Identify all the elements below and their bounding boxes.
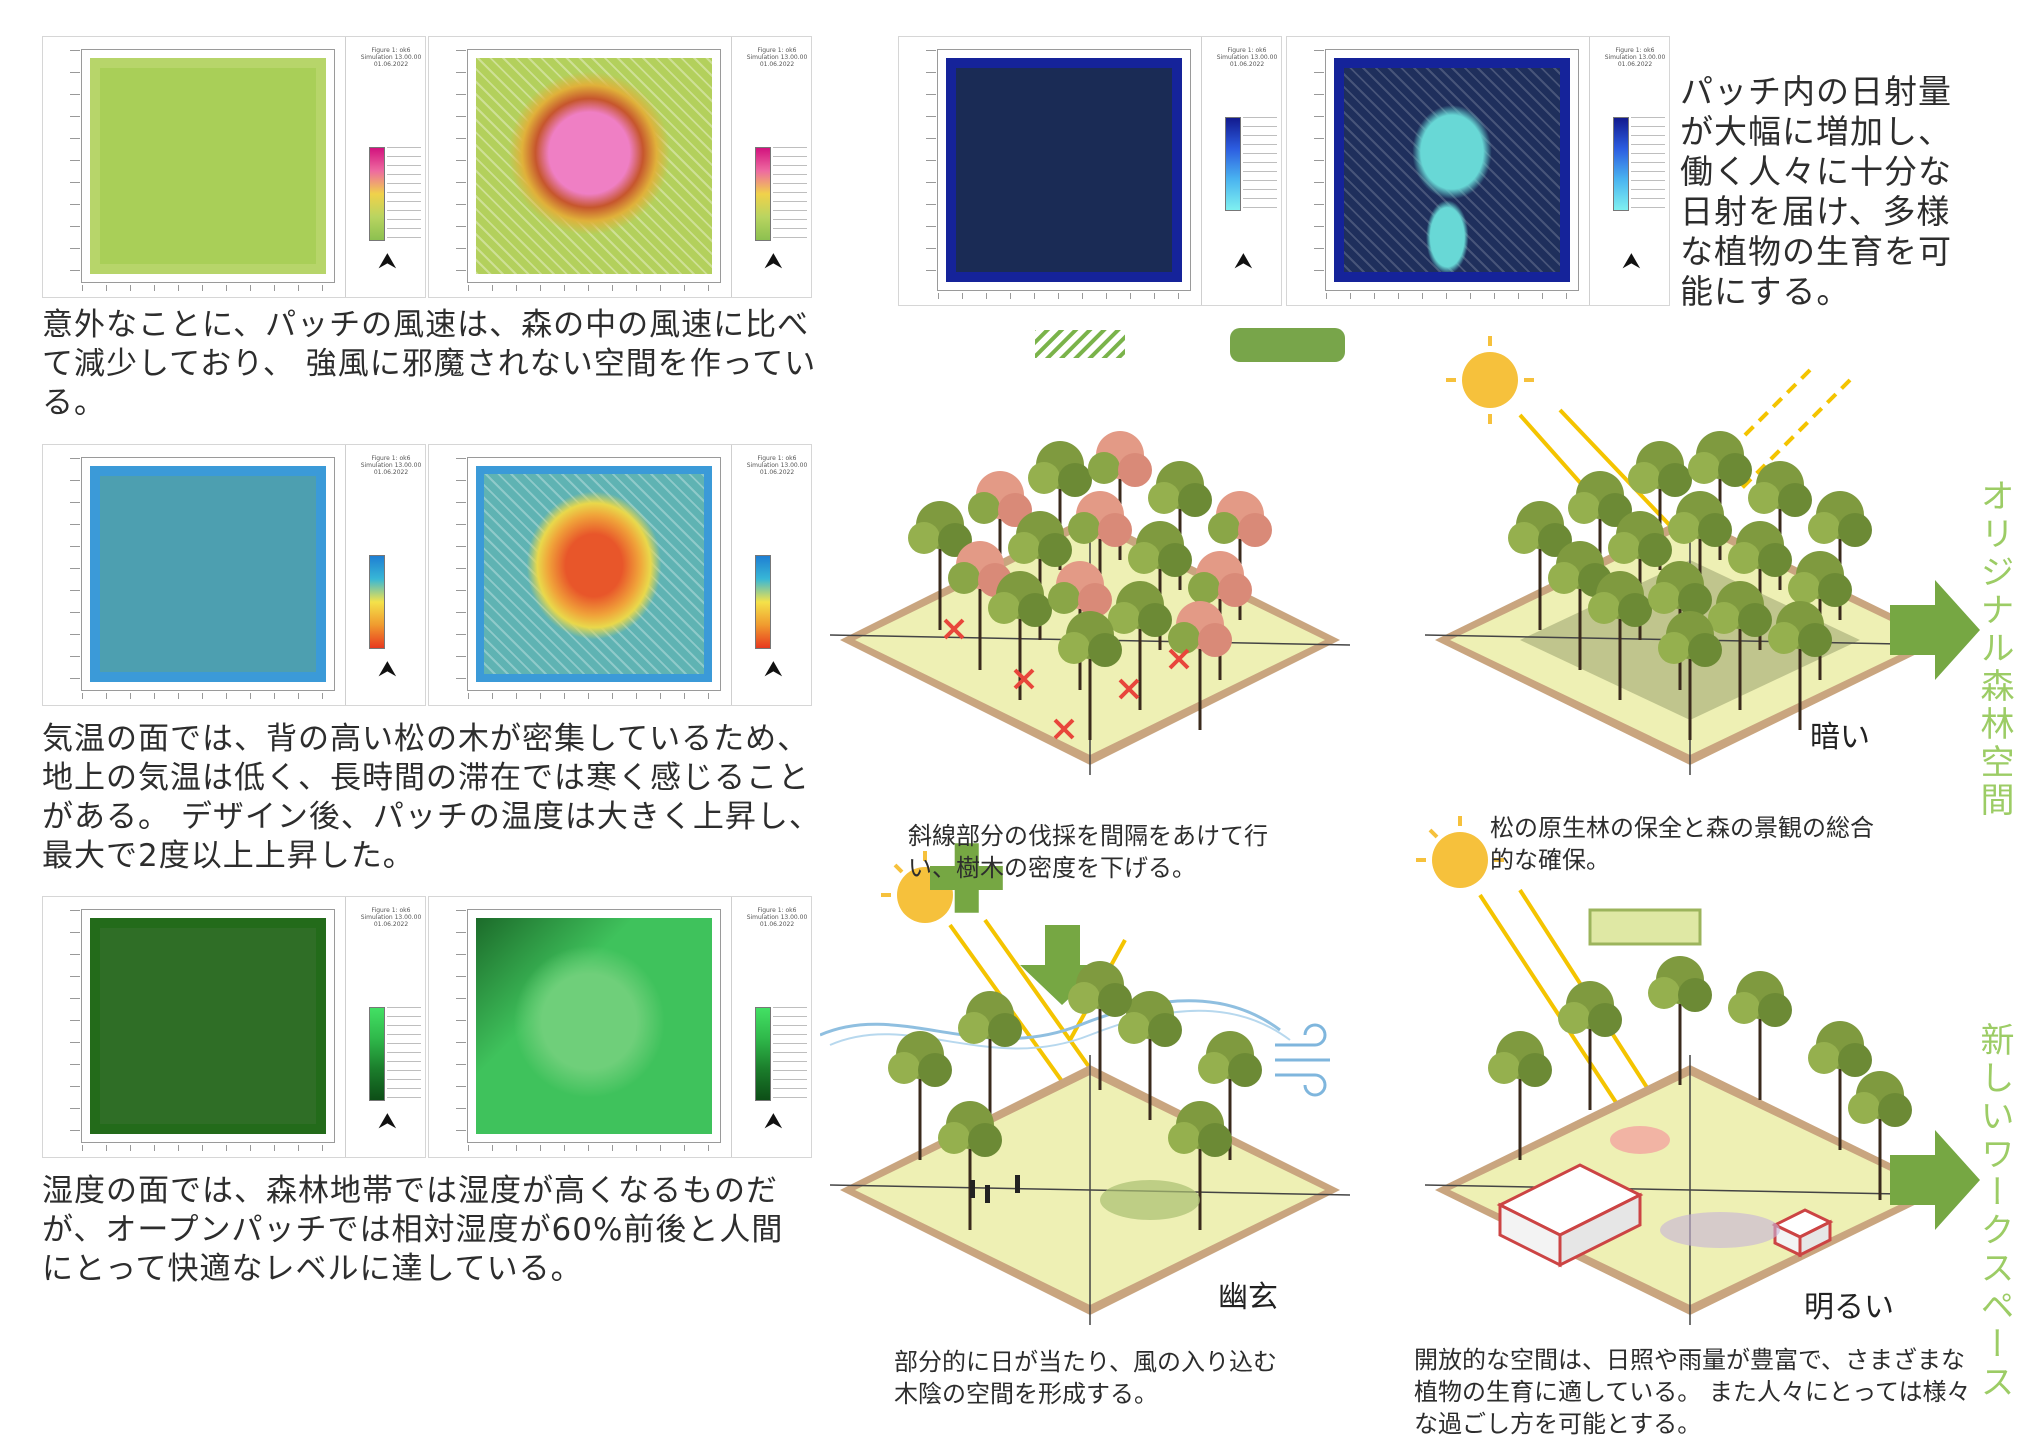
sun-icon — [1432, 832, 1488, 888]
temperature-description: 気温の面では、背の高い松の木が密集しているため、地上の気温は低く、長時間の滞在で… — [42, 721, 821, 874]
plus-icon — [930, 843, 1003, 913]
diagram-bright-open — [1416, 816, 1980, 1325]
wind-description: 意外なことに、パッチの風速は、森の中の風速に比べて減少しており、 強風に邪魔され… — [42, 307, 817, 421]
building-large — [1496, 1163, 1644, 1268]
temperature-field-patch — [476, 466, 712, 682]
diagram-cutting — [829, 330, 1351, 775]
legend-colorbar — [1613, 117, 1629, 211]
legend-colorbar — [369, 555, 385, 649]
legend-colorbar — [1225, 117, 1241, 211]
wind-icon — [1275, 1023, 1330, 1097]
radiation-field-dark — [946, 58, 1182, 282]
north-arrow-icon: ⮝ — [378, 1109, 397, 1134]
legend-colorbar — [755, 555, 771, 649]
humidity-field-uniform — [90, 918, 326, 1134]
wind-field-patch — [476, 58, 712, 274]
radiation-after-panel: Figure 1: ok6 Simulation 13.00.00 01.06.… — [1286, 36, 1670, 306]
arrow-right-icon — [1890, 1130, 1980, 1230]
diagram-subtle-shade — [820, 843, 1351, 1325]
north-arrow-icon: ⮝ — [1622, 249, 1641, 274]
panel-title: Figure 1: ok6 Simulation 13.00.00 01.06.… — [1216, 47, 1278, 68]
legend-colorbar — [369, 1007, 385, 1101]
panel-title: Figure 1: ok6 Simulation 13.00.00 01.06.… — [360, 455, 422, 476]
panel-title: Figure 1: ok6 Simulation 13.00.00 01.06.… — [1604, 47, 1666, 68]
plot-area — [70, 49, 335, 291]
panel-title: Figure 1: ok6 Simulation 13.00.00 01.06.… — [746, 907, 808, 928]
humidity-field-patch — [476, 918, 712, 1134]
bright-label: 明るい — [1804, 1290, 1894, 1325]
caption-preserve: 松の原生林の保全と森の景観の総合的な確保。 — [1490, 814, 1874, 874]
panel-title: Figure 1: ok6 Simulation 13.00.00 01.06.… — [746, 455, 808, 476]
plot-area — [1314, 49, 1579, 299]
humidity-description: 湿度の面では、森林地帯では湿度が高くなるものだが、オープンパッチでは相対湿度が6… — [42, 1173, 784, 1287]
wind-speed-after-panel: Figure 1: ok6 Simulation 13.00.00 01.06.… — [428, 36, 812, 298]
new-workspace-label: 新しいワークスペース — [1974, 1022, 2014, 1402]
wind-speed-before-panel: Figure 1: ok6 Simulation 13.00.00 01.06.… — [42, 36, 426, 298]
legend-colorbar — [755, 147, 771, 241]
panel-title: Figure 1: ok6 Simulation 13.00.00 01.06.… — [360, 907, 422, 928]
plot-area — [70, 457, 335, 699]
plot-area — [926, 49, 1191, 299]
sun-icon — [1462, 352, 1518, 408]
panel-title: Figure 1: ok6 Simulation 13.00.00 01.06.… — [746, 47, 808, 68]
plot-area — [456, 909, 721, 1151]
open-space-legend-swatch — [1588, 908, 1702, 946]
north-arrow-icon: ⮝ — [1234, 249, 1253, 274]
panel-title: Figure 1: ok6 Simulation 13.00.00 01.06.… — [360, 47, 422, 68]
hatch-legend-swatch — [1035, 330, 1125, 358]
radiation-field-patch — [1334, 58, 1570, 282]
diagram-original-dark — [1230, 328, 1980, 775]
plot-area — [70, 909, 335, 1151]
legend-colorbar — [755, 1007, 771, 1101]
caption-shade: 部分的に日が当たり、風の入り込む木陰の空間を形成する。 — [894, 1348, 1278, 1408]
north-arrow-icon: ⮝ — [764, 657, 783, 682]
humidity-before-panel: Figure 1: ok6 Simulation 13.00.00 01.06.… — [42, 896, 426, 1158]
north-arrow-icon: ⮝ — [378, 249, 397, 274]
plot-area — [456, 457, 721, 699]
north-arrow-icon: ⮝ — [378, 657, 397, 682]
caption-open: 開放的な空間は、日照や雨量が豊富で、さまざまな植物の生育に適している。 また人々… — [1414, 1346, 1971, 1438]
radiation-before-panel: Figure 1: ok6 Simulation 13.00.00 01.06.… — [898, 36, 1282, 306]
arrow-down-icon — [1020, 925, 1105, 1005]
canopy-legend-swatch — [1230, 328, 1345, 362]
arrow-right-icon — [1890, 580, 1980, 680]
humidity-after-panel: Figure 1: ok6 Simulation 13.00.00 01.06.… — [428, 896, 812, 1158]
wind-field-uniform — [90, 58, 326, 274]
radiation-description: パッチ内の日射量が大幅に増加し、働く人々に十分な日射を届け、多様な植物の生育を可… — [1680, 72, 1952, 311]
temperature-field-uniform — [90, 466, 326, 682]
north-arrow-icon: ⮝ — [764, 249, 783, 274]
subtle-label: 幽玄 — [1218, 1280, 1278, 1315]
plot-area — [456, 49, 721, 291]
temperature-before-panel: Figure 1: ok6 Simulation 13.00.00 01.06.… — [42, 444, 426, 706]
dark-label: 暗い — [1810, 720, 1870, 755]
north-arrow-icon: ⮝ — [764, 1109, 783, 1134]
original-forest-space-label: オリジナル森林空間 — [1974, 478, 2014, 820]
forest-diagrams — [820, 328, 1980, 1325]
temperature-after-panel: Figure 1: ok6 Simulation 13.00.00 01.06.… — [428, 444, 812, 706]
caption-cutting: 斜線部分の伐採を間隔をあけて行い、樹木の密度を下げる。 — [908, 822, 1268, 882]
legend-colorbar — [369, 147, 385, 241]
